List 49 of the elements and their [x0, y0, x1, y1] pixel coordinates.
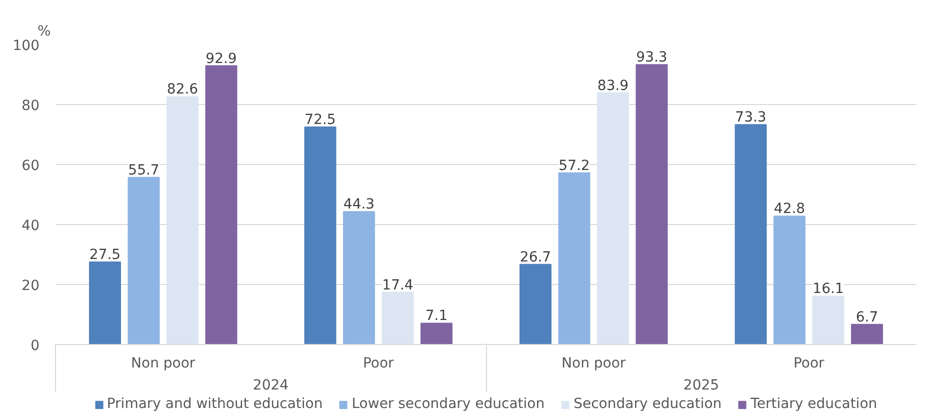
bar: [558, 172, 590, 344]
legend-label: Tertiary education: [750, 396, 878, 412]
x-tick-label: Non poor: [562, 356, 626, 372]
data-label: 26.7: [520, 249, 552, 266]
data-label: 72.5: [304, 112, 336, 128]
data-label: 55.7: [128, 162, 160, 178]
data-label: 42.8: [774, 201, 806, 218]
data-label: 57.2: [558, 158, 590, 174]
y-tick-label: 100: [12, 38, 40, 54]
bar: [128, 176, 160, 344]
data-label: 93.3: [636, 50, 668, 66]
data-label: 16.1: [812, 281, 844, 298]
data-label: 73.3: [735, 110, 766, 126]
bar: [520, 264, 552, 344]
y-tick-label: 20: [22, 278, 40, 294]
bar: [774, 216, 806, 344]
bar: [166, 96, 198, 344]
bar: [812, 296, 844, 344]
data-label: 44.3: [343, 196, 375, 213]
x-tick-label: Poor: [793, 356, 825, 372]
bar: [382, 292, 414, 344]
y-tick-label: 80: [22, 98, 40, 114]
text: 2025: [683, 378, 720, 394]
data-label: 92.9: [206, 50, 237, 67]
y-tick-label: 40: [22, 218, 40, 234]
x-tick-label: Non poor: [131, 356, 196, 372]
legend-label: Primary and without education: [106, 396, 323, 412]
y-tick-label: 60: [22, 158, 40, 174]
data-label: 82.6: [166, 82, 198, 98]
bar: [850, 324, 883, 344]
bar: [89, 262, 122, 344]
bar: [420, 322, 452, 344]
bar: [343, 211, 375, 344]
bar: [636, 64, 668, 344]
x-tick-label: Poor: [362, 356, 394, 372]
y-axis-title: %: [38, 24, 51, 40]
text: 2024: [252, 378, 289, 394]
bar: [304, 126, 336, 344]
legend-label: Lower secondary education: [352, 396, 545, 412]
data-label: 27.5: [89, 247, 121, 263]
bar: [734, 124, 767, 344]
data-label: 6.7: [856, 309, 878, 326]
data-label: 7.1: [425, 308, 448, 324]
bar: [597, 92, 629, 344]
data-label: 83.9: [597, 78, 629, 94]
data-label: 17.4: [382, 277, 414, 294]
legend-label: Secondary education: [574, 396, 722, 412]
bar: [205, 65, 238, 344]
y-tick-label: 0: [30, 338, 40, 354]
